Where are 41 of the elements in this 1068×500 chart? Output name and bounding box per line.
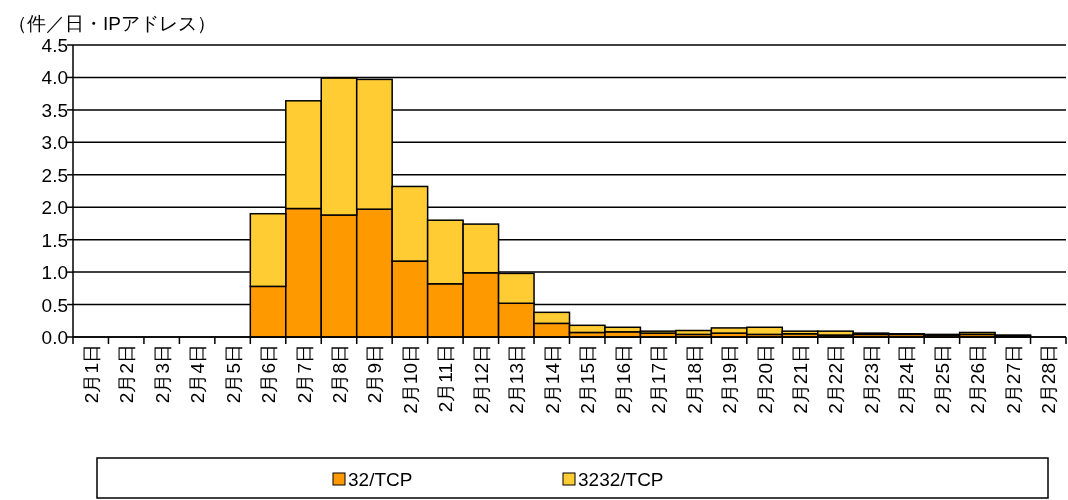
x-tick-label: 2月12日 bbox=[470, 344, 492, 414]
x-tick-label: 2月13日 bbox=[506, 344, 528, 414]
x-tick-label: 2月4日 bbox=[187, 344, 209, 404]
x-tick-label: 2月9日 bbox=[364, 344, 386, 404]
x-tick-label: 2月8日 bbox=[328, 344, 350, 404]
x-tick-label: 2月11日 bbox=[435, 344, 457, 413]
y-tick-label: 4.5 bbox=[41, 35, 68, 56]
x-tick-label: 2月21日 bbox=[790, 344, 812, 414]
y-tick-label: 4.0 bbox=[41, 67, 68, 89]
x-tick-label: 2月14日 bbox=[541, 344, 563, 414]
x-tick-label: 2月17日 bbox=[648, 344, 670, 414]
y-tick-label: 1.0 bbox=[41, 262, 68, 284]
x-tick-label: 2月1日 bbox=[80, 344, 102, 404]
x-tick-label: 2月7日 bbox=[293, 344, 315, 404]
y-tick-label: 2.0 bbox=[41, 197, 68, 219]
x-tick-label: 2月24日 bbox=[896, 344, 918, 414]
y-tick-label: 0.0 bbox=[41, 327, 68, 348]
x-tick-label: 2月15日 bbox=[577, 344, 599, 414]
x-tick-label: 2月5日 bbox=[222, 344, 244, 404]
x-tick-label: 2月20日 bbox=[754, 344, 776, 414]
y-axis-title: （件／日・IPアドレス） bbox=[8, 13, 216, 34]
x-tick-label: 2月2日 bbox=[116, 344, 138, 404]
x-tick-label: 2月25日 bbox=[931, 344, 953, 414]
legend-label: 3232/TCP bbox=[578, 469, 664, 490]
x-tick-label: 2月28日 bbox=[1038, 344, 1060, 414]
x-tick-label: 2月18日 bbox=[683, 344, 705, 414]
x-tick-label: 2月22日 bbox=[825, 344, 847, 414]
x-tick-label: 2月23日 bbox=[860, 344, 882, 414]
legend-label: 32/TCP bbox=[348, 469, 413, 490]
y-tick-label: 1.5 bbox=[41, 229, 68, 251]
y-tick-label: 2.5 bbox=[41, 164, 68, 186]
x-tick-label: 2月16日 bbox=[612, 344, 634, 414]
x-tick-label: 2月19日 bbox=[719, 344, 741, 414]
x-tick-label: 2月27日 bbox=[1002, 344, 1024, 414]
x-tick-label: 2月3日 bbox=[151, 344, 173, 404]
x-tick-label: 2月10日 bbox=[399, 344, 421, 414]
y-tick-label: 3.5 bbox=[41, 99, 68, 121]
x-tick-label: 2月6日 bbox=[258, 344, 280, 404]
y-tick-label: 0.5 bbox=[41, 294, 68, 316]
x-tick-label: 2月26日 bbox=[967, 344, 989, 414]
y-tick-label: 3.0 bbox=[41, 132, 68, 154]
